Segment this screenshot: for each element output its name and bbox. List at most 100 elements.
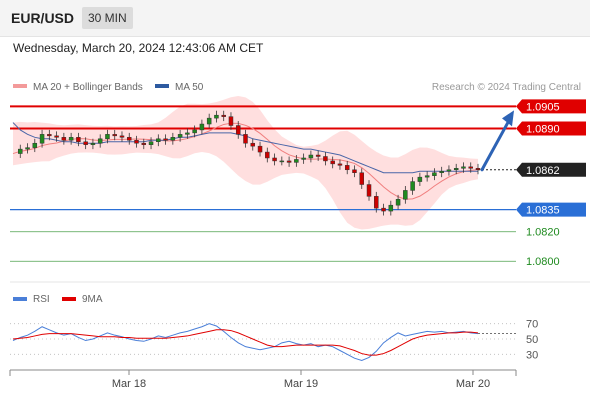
candle-body xyxy=(25,147,30,150)
x-tick-label-1: Mar 19 xyxy=(284,378,318,390)
candle-body xyxy=(97,138,103,144)
candle-body xyxy=(359,172,364,185)
candle-body xyxy=(250,142,256,147)
candle-body xyxy=(206,117,212,125)
candle-body xyxy=(403,190,408,200)
candle-body xyxy=(410,181,415,191)
candle-body xyxy=(134,140,139,144)
forecast-arrow-shaft xyxy=(480,120,510,172)
candle-body xyxy=(381,207,386,212)
candle-body xyxy=(235,125,241,135)
candle-body xyxy=(221,114,226,117)
candle-body xyxy=(228,116,234,126)
candle-body xyxy=(323,156,328,162)
candle-body xyxy=(148,141,154,145)
rsi-legend-swatch xyxy=(13,297,27,301)
price-tag-2 xyxy=(516,162,586,177)
price-levels xyxy=(10,105,516,262)
candle-body xyxy=(352,169,357,173)
rsi-legend-label: RSI xyxy=(33,294,50,305)
candle-body xyxy=(18,148,23,154)
candle-body xyxy=(83,141,88,145)
candle-body xyxy=(199,123,205,131)
forecast-arrow xyxy=(480,110,514,172)
price-level-labels: 1.0905 1.0890 1.0862 1.0835 1.0820 1.0800 xyxy=(516,99,586,268)
candle-body xyxy=(366,184,372,197)
candle-body xyxy=(272,157,277,162)
candle-body xyxy=(119,135,125,138)
price-tag-3 xyxy=(516,202,586,217)
candle-body xyxy=(294,159,299,163)
candle-body xyxy=(76,137,81,142)
candle-body xyxy=(265,151,270,159)
candle-body xyxy=(105,134,110,140)
candle-body xyxy=(395,199,401,206)
candle-body xyxy=(344,165,350,171)
ma9-legend-swatch xyxy=(62,297,76,301)
x-tick-label-2: Mar 20 xyxy=(456,378,490,390)
candle-body xyxy=(439,170,444,173)
price-tag-0 xyxy=(516,99,586,114)
candle-body xyxy=(461,166,466,169)
candle-body xyxy=(308,154,314,159)
forecast-arrow-head xyxy=(502,110,514,127)
candle-body xyxy=(68,137,74,141)
candle-body xyxy=(374,196,379,209)
candle-body xyxy=(475,168,481,171)
instrument-name: EUR/USD xyxy=(11,10,75,26)
candle-body xyxy=(32,142,38,148)
rsi-ma9-line xyxy=(12,329,479,356)
candle-body xyxy=(432,172,437,176)
x-tick-label-0: Mar 18 xyxy=(112,378,146,390)
candle-body xyxy=(185,132,190,135)
candle-body xyxy=(417,176,423,182)
candle-body xyxy=(127,137,132,141)
candle-body xyxy=(112,134,117,137)
candle-body xyxy=(468,166,473,169)
top-bar: EUR/USD 30 MIN xyxy=(0,0,590,37)
candle-body xyxy=(61,137,67,141)
candle-body xyxy=(163,138,168,141)
x-axis-ticks: Mar 18 Mar 19 Mar 20 xyxy=(112,370,490,390)
candle-body xyxy=(279,160,285,163)
candle-body xyxy=(177,134,183,138)
price-tag-1 xyxy=(516,121,586,136)
candle-body xyxy=(286,160,292,163)
timestamp: Wednesday, March 20, 2024 12:43:06 AM CE… xyxy=(13,41,264,55)
ma9-legend-label: 9MA xyxy=(82,294,103,305)
price-label-1: 1.0890 xyxy=(526,123,560,135)
candle-body xyxy=(330,160,335,165)
ma20-legend-swatch xyxy=(13,84,27,88)
candle-body xyxy=(141,142,147,145)
rsi-level-label-50: 50 xyxy=(526,334,538,346)
rsi-level-label-30: 30 xyxy=(526,349,538,361)
timeframe-badge[interactable]: 30 MIN xyxy=(82,7,133,29)
candle-body xyxy=(453,168,459,171)
candle-body xyxy=(170,137,176,141)
candle-body xyxy=(214,114,219,119)
candle-body xyxy=(337,163,343,166)
ma50-legend-label: MA 50 xyxy=(175,82,204,93)
rsi-level-label-70: 70 xyxy=(526,319,538,331)
candle-body xyxy=(54,135,59,138)
ma20-line xyxy=(12,122,479,200)
price-label-2: 1.0862 xyxy=(526,165,560,177)
candle-body xyxy=(47,134,52,137)
candlesticks xyxy=(18,110,481,216)
candle-body xyxy=(446,169,452,172)
candle-body xyxy=(301,157,306,160)
source-credit: Research © 2024 Trading Central xyxy=(432,82,581,93)
candle-body xyxy=(192,129,197,134)
rsi-panel: 70 50 30 xyxy=(10,319,538,361)
candle-body xyxy=(156,138,161,142)
candle-body xyxy=(388,204,394,212)
price-label-4: 1.0820 xyxy=(526,227,560,239)
candle-body xyxy=(257,145,263,153)
candle-body xyxy=(90,142,96,145)
price-label-3: 1.0835 xyxy=(526,205,560,217)
price-label-5: 1.0800 xyxy=(526,256,560,268)
rsi-line xyxy=(12,323,479,361)
price-label-0: 1.0905 xyxy=(526,101,560,113)
candle-body xyxy=(424,175,430,178)
